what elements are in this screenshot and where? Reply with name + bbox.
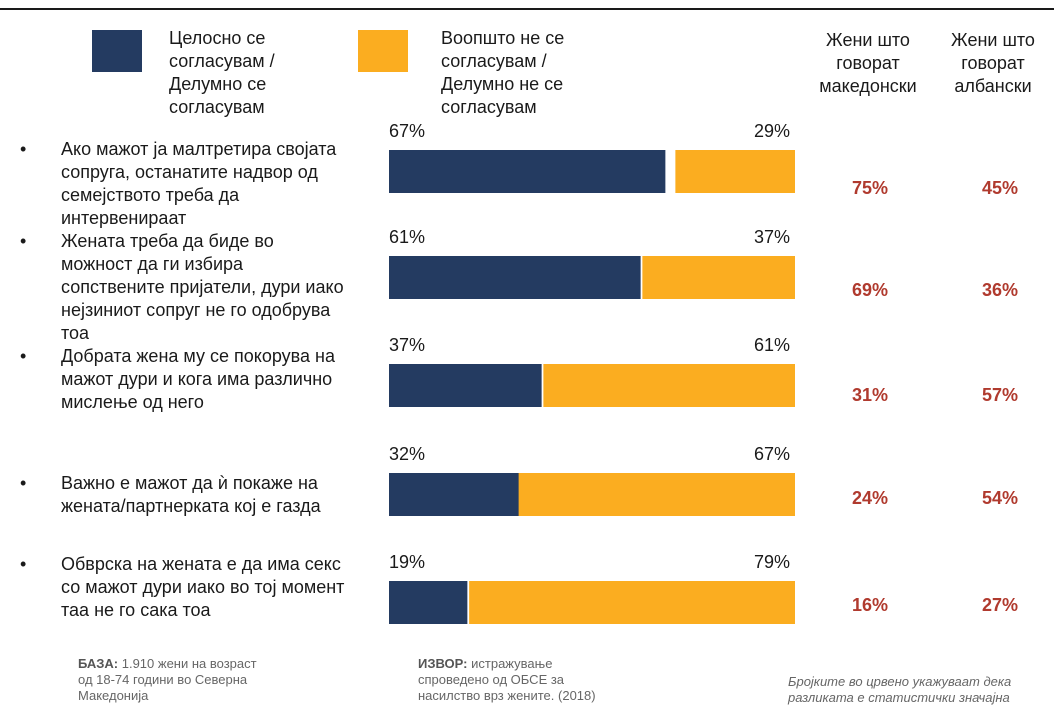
bar-disagree-4 [518,473,795,516]
statement-text: Жената треба да биде во можност да ги из… [61,231,344,343]
label-agree-3: 37% [389,335,425,355]
legend-swatch-agree [92,30,142,72]
label-disagree-4: 67% [754,444,790,464]
footnote-source-text: истражување спроведено од ОБСЕ за насилс… [418,656,596,703]
macedonian-value-4: 24% [851,488,889,508]
footnote-source-label: ИЗВОР: [418,656,468,671]
column-header-albanian: Жени што говорат албански [951,30,1035,96]
statement-5: • Обврска на жената е да има секс со маж… [20,553,350,622]
albanian-value-2: 36% [981,280,1019,300]
bar-agree-4 [389,473,521,516]
macedonian-value-3: 31% [851,385,889,405]
label-disagree-3: 61% [754,335,790,355]
bullet-icon: • [20,554,27,574]
legend-label-disagree: Воопшто не се согласувам / Делумно не се… [441,28,565,117]
label-disagree-1: 29% [754,121,790,141]
bar-disagree-5 [469,581,795,624]
column-header-macedonian: Жени што говорат македонски [819,30,917,96]
footnote-base: БАЗА: 1.910 жени на возраст од 18-74 год… [78,656,268,704]
macedonian-value-2: 69% [851,280,889,300]
macedonian-value-1: 75% [851,178,889,198]
label-agree-4: 32% [389,444,425,464]
footnote-significance: Бројките во црвено укажуваат дека разлик… [788,674,1012,705]
albanian-value-4: 54% [981,488,1019,508]
macedonian-value-5: 16% [851,595,889,615]
bar-agree-2 [389,256,641,299]
bullet-icon: • [20,346,27,366]
statement-text: Ако мажот ја малтретира својата сопруга,… [61,139,337,228]
statement-3: • Добрата жена му се покорува на мажот д… [20,345,350,414]
bullet-icon: • [20,473,27,493]
bar-agree-1 [389,150,666,193]
albanian-value-3: 57% [981,385,1019,405]
footnote-source: ИЗВОР: истражување спроведено од ОБСЕ за… [418,656,618,704]
footnote-base-text: 1.910 жени на возраст од 18-74 години во… [78,656,257,703]
footnote-base-label: БАЗА: [78,656,119,671]
statement-text: Добрата жена му се покорува на мажот дур… [61,346,335,412]
label-agree-5: 19% [389,552,425,572]
label-disagree-5: 79% [754,552,790,572]
albanian-value-1: 45% [981,178,1019,198]
bar-agree-5 [389,581,468,624]
bar-disagree-3 [543,364,795,407]
bullet-icon: • [20,231,27,251]
legend-label-agree: Целосно се согласувам / Делумно се согла… [169,28,275,117]
bar-disagree-2 [642,256,795,299]
statement-4: • Важно е мажот да ѝ покаже на жената/па… [20,472,350,518]
albanian-value-5: 27% [981,595,1019,615]
legend-swatch-disagree [358,30,408,72]
statement-2: • Жената треба да биде во можност да ги … [20,230,350,345]
statement-1: • Ако мажот ја малтретира својата сопруг… [20,138,350,230]
statement-text: Важно е мажот да ѝ покаже на жената/парт… [61,473,321,516]
label-agree-2: 61% [389,227,425,247]
top-rule [0,8,1054,10]
label-disagree-2: 37% [754,227,790,247]
bar-agree-3 [389,364,542,407]
statement-text: Обврска на жената е да има секс со мажот… [61,554,345,620]
bar-disagree-1 [675,150,795,193]
bullet-icon: • [20,139,27,159]
label-agree-1: 67% [389,121,425,141]
